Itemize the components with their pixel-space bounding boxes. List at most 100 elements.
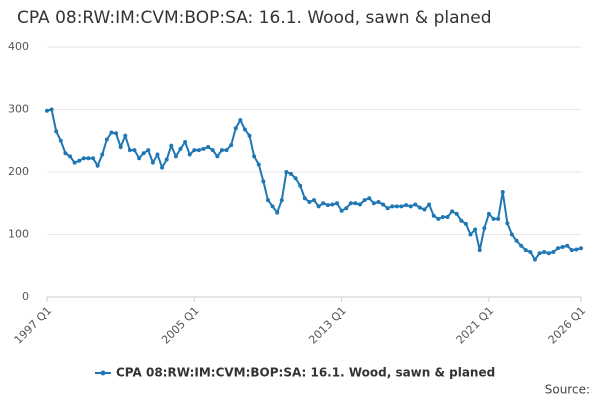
point xyxy=(440,215,445,219)
point xyxy=(477,248,482,253)
point xyxy=(298,183,303,188)
point xyxy=(173,154,178,159)
point xyxy=(224,148,229,153)
point xyxy=(72,160,77,165)
point xyxy=(141,151,146,156)
point xyxy=(169,143,174,148)
point xyxy=(100,152,105,157)
point xyxy=(242,127,247,132)
point xyxy=(367,196,372,201)
point xyxy=(459,218,464,223)
point xyxy=(542,250,547,254)
legend-marker xyxy=(100,370,106,376)
point xyxy=(321,201,326,206)
point xyxy=(404,203,409,208)
point xyxy=(482,226,487,231)
point xyxy=(160,165,165,170)
point xyxy=(509,232,514,237)
point xyxy=(422,207,427,212)
x-tick-label: 2005 Q1 xyxy=(159,304,202,347)
point xyxy=(219,148,224,153)
point xyxy=(468,232,473,237)
point xyxy=(123,133,128,138)
y-tick-label: 300 xyxy=(8,103,29,116)
point xyxy=(206,145,211,149)
point xyxy=(118,145,123,149)
point xyxy=(81,156,86,161)
point xyxy=(293,176,298,181)
point xyxy=(95,163,100,168)
point xyxy=(454,211,459,216)
point xyxy=(371,201,376,206)
x-tick-label: 1997 Q1 xyxy=(12,304,55,347)
point xyxy=(54,129,59,134)
point xyxy=(104,137,109,142)
point xyxy=(187,152,192,157)
point xyxy=(537,251,542,256)
point xyxy=(463,221,468,226)
point xyxy=(146,148,151,153)
point xyxy=(569,248,574,253)
point xyxy=(546,251,551,256)
point xyxy=(229,143,234,148)
point xyxy=(358,202,363,207)
point xyxy=(325,203,330,208)
point xyxy=(164,157,169,162)
point xyxy=(431,213,436,218)
point xyxy=(523,248,528,253)
point xyxy=(45,108,49,113)
y-tick-label: 100 xyxy=(8,228,29,241)
point xyxy=(450,209,455,214)
y-tick-label: 400 xyxy=(8,40,29,53)
point xyxy=(312,198,316,203)
x-tick-label: 2013 Q1 xyxy=(306,304,349,347)
point xyxy=(178,146,183,151)
point xyxy=(132,148,137,153)
point xyxy=(500,190,505,194)
point xyxy=(560,245,565,249)
series-line xyxy=(46,108,582,262)
point xyxy=(316,204,321,209)
point xyxy=(302,196,307,201)
point xyxy=(252,154,257,159)
point xyxy=(150,160,155,165)
point xyxy=(114,131,119,136)
point xyxy=(233,126,238,131)
point xyxy=(381,202,386,207)
point xyxy=(344,206,349,211)
point xyxy=(385,206,390,211)
legend-label: CPA 08:RW:IM:CVM:BOP:SA: 16.1. Wood, saw… xyxy=(116,366,495,380)
point xyxy=(335,201,340,206)
x-tick-label: 2021 Q1 xyxy=(454,304,497,347)
point xyxy=(247,133,252,138)
point xyxy=(436,216,441,221)
point xyxy=(532,257,537,262)
point xyxy=(288,171,293,176)
point xyxy=(551,250,556,254)
point xyxy=(528,250,533,254)
point xyxy=(238,118,243,123)
point xyxy=(68,154,73,159)
point xyxy=(376,200,381,204)
point xyxy=(155,152,160,157)
point xyxy=(445,215,450,219)
point xyxy=(256,162,261,167)
point xyxy=(330,202,335,207)
point xyxy=(137,156,142,161)
point xyxy=(362,198,367,203)
point xyxy=(417,205,422,210)
point xyxy=(555,246,560,251)
point xyxy=(519,243,524,248)
y-tick-label: 200 xyxy=(8,165,29,178)
point xyxy=(486,211,491,216)
point xyxy=(261,179,266,184)
point xyxy=(307,200,312,204)
point xyxy=(127,148,132,153)
point xyxy=(91,156,96,161)
point xyxy=(86,156,91,161)
point xyxy=(270,204,275,209)
chart-title: CPA 08:RW:IM:CVM:BOP:SA: 16.1. Wood, saw… xyxy=(17,8,492,28)
point xyxy=(109,130,114,135)
point xyxy=(574,247,579,252)
